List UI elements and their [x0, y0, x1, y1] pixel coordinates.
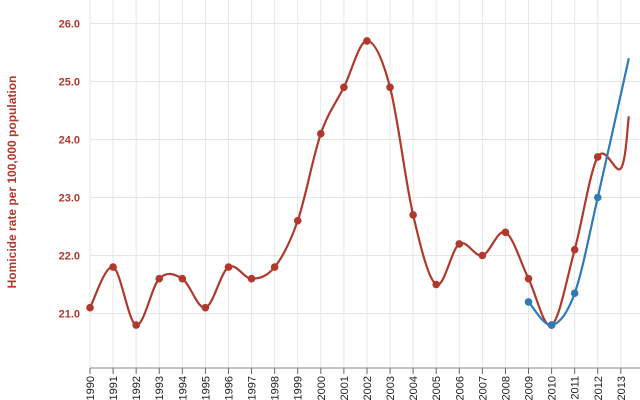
- data-point-red[interactable]: [524, 274, 533, 283]
- y-tick-label: 22.0: [59, 251, 80, 263]
- data-point-blue[interactable]: [570, 289, 579, 298]
- x-tick-label: 2002: [362, 376, 374, 400]
- x-tick-label: 2010: [547, 376, 559, 400]
- series-line-red: [89, 39, 630, 327]
- data-point-red[interactable]: [363, 37, 371, 45]
- data-point-blue[interactable]: [524, 298, 533, 306]
- x-tick-label: 2011: [570, 376, 582, 400]
- x-tick-label: 1993: [154, 376, 166, 400]
- axes: 1990 1991 1992 1993 1994 1995 1996 1997 1998 1999…: [59, 19, 640, 400]
- x-tick-label: 1991: [108, 376, 120, 400]
- x-tick-label: 1992: [131, 376, 143, 400]
- x-tick-label: 2000: [316, 376, 328, 400]
- x-tick-label: 2007: [477, 376, 489, 400]
- y-tick-label: 24.0: [59, 135, 80, 147]
- data-point-red[interactable]: [178, 274, 187, 283]
- y-tick-label: 23.0: [59, 193, 80, 205]
- x-tick-label: 2004: [408, 376, 420, 400]
- grid-lines: [89, 0, 640, 368]
- data-point-red[interactable]: [570, 245, 579, 254]
- y-tick-label: 26.0: [59, 19, 80, 31]
- y-tick-label: 25.0: [59, 77, 80, 89]
- x-tick-label: 2003: [385, 376, 397, 400]
- data-point-blue[interactable]: [547, 321, 556, 329]
- data-point-red[interactable]: [455, 240, 464, 248]
- data-point-red[interactable]: [593, 153, 602, 161]
- x-tick-label: 1999: [293, 376, 305, 400]
- data-point-red[interactable]: [155, 274, 164, 283]
- data-point-red[interactable]: [201, 303, 210, 312]
- x-tick-label: 2001: [339, 376, 351, 400]
- data-points: [86, 37, 602, 329]
- data-point-red[interactable]: [109, 263, 117, 271]
- x-tick-label: 1990: [85, 376, 97, 400]
- data-point-red[interactable]: [247, 274, 256, 283]
- data-point-red[interactable]: [340, 83, 348, 92]
- x-tick-label: 1994: [177, 376, 189, 400]
- x-tick-label: 1997: [247, 376, 259, 400]
- data-point-red[interactable]: [478, 251, 487, 260]
- y-axis-label: Homicide rate per 100,000 population: [5, 76, 19, 289]
- data-point-red[interactable]: [224, 263, 233, 271]
- data-point-red[interactable]: [317, 129, 325, 138]
- x-tick-label: 2006: [454, 376, 466, 400]
- data-point-red[interactable]: [432, 280, 441, 289]
- series-line-blue: [527, 58, 630, 327]
- data-point-red[interactable]: [132, 321, 140, 329]
- x-tick-label: 1995: [200, 376, 212, 400]
- x-tick-label: 2012: [593, 376, 605, 400]
- x-tick-label: 2005: [431, 376, 443, 400]
- series-lines: [89, 39, 630, 327]
- data-point-red[interactable]: [293, 216, 302, 225]
- x-tick-label: 2013: [616, 376, 628, 400]
- y-tick-label: 21.0: [59, 309, 80, 321]
- data-point-blue[interactable]: [593, 193, 602, 202]
- data-point-red[interactable]: [270, 263, 279, 271]
- x-tick-label: 1996: [223, 376, 235, 400]
- data-point-red[interactable]: [409, 211, 417, 219]
- x-tick-label: 2009: [524, 376, 536, 400]
- data-point-red[interactable]: [501, 228, 510, 237]
- data-point-red[interactable]: [86, 303, 94, 312]
- x-tick-label: 1998: [270, 376, 282, 400]
- x-tick-label: 2008: [500, 376, 512, 400]
- data-point-red[interactable]: [386, 83, 394, 92]
